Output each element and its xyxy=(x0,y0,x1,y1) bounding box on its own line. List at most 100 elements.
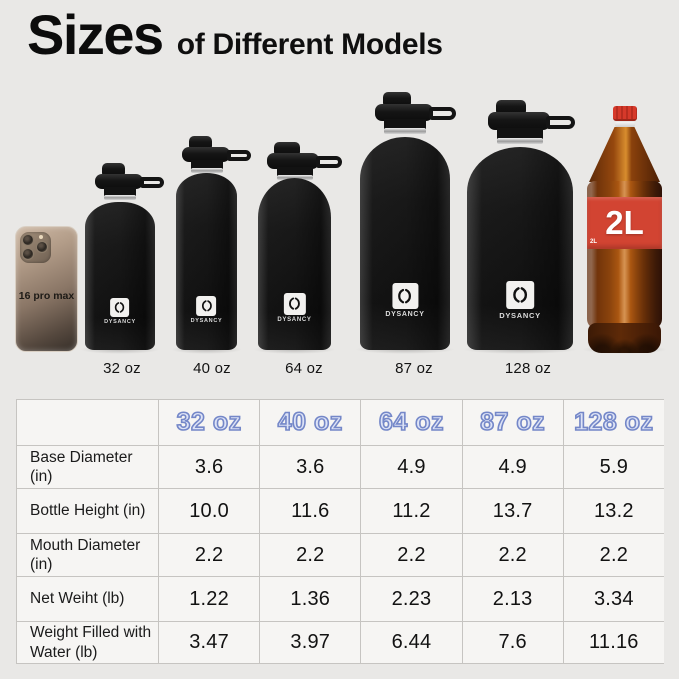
bottle-body xyxy=(360,137,450,350)
table-row-label: Mouth Diameter (in) xyxy=(17,534,158,576)
cap-handle-icon xyxy=(546,116,575,129)
table-cell: 2.2 xyxy=(260,534,361,576)
brand-logo: DYSANCY xyxy=(104,298,136,325)
table-cell: 3.6 xyxy=(159,446,260,488)
table-corner-cell xyxy=(17,400,158,445)
table-col-header: 32 oz xyxy=(159,400,260,445)
camera-lens-icon xyxy=(22,248,34,260)
bottle-size-label: 32 oz xyxy=(103,360,141,377)
steel-collar xyxy=(190,168,223,173)
bottle-neck xyxy=(497,128,543,139)
table-row-label: Bottle Height (in) xyxy=(17,489,158,533)
spout-cap-icon xyxy=(496,100,526,114)
phone-camera-module xyxy=(20,232,51,263)
bottle-32oz: DYSANCY xyxy=(85,163,164,350)
table-cell: 2.2 xyxy=(563,534,664,576)
spout-cap-icon xyxy=(102,163,125,176)
title-main: Sizes xyxy=(27,3,164,66)
bottle-neck xyxy=(104,187,136,196)
brand-logo-icon xyxy=(505,281,534,309)
table-cell: 11.16 xyxy=(563,622,664,663)
cola-cap-icon xyxy=(612,106,637,121)
table-cell: 2.2 xyxy=(361,534,462,576)
brand-logo-icon xyxy=(283,293,306,315)
table-col-header: 64 oz xyxy=(361,400,462,445)
cola-2l-small-text: 2L xyxy=(590,239,598,245)
brand-logo: DYSANCY xyxy=(191,296,223,324)
bottle-neck xyxy=(276,167,313,176)
bottle-lid xyxy=(266,153,319,169)
cap-handle-icon xyxy=(140,177,164,188)
table-cell: 3.6 xyxy=(260,446,361,488)
bottle-neck xyxy=(190,160,223,169)
table-cell: 6.44 xyxy=(361,622,462,663)
spec-table: 32 oz 40 oz 64 oz 87 oz 128 oz Base Diam… xyxy=(16,399,664,664)
bottle-size-label: 87 oz xyxy=(395,360,433,377)
table-cell: 13.2 xyxy=(563,489,664,533)
phone-label: 16 pro max xyxy=(18,290,75,302)
bottle-body xyxy=(467,147,573,350)
spout-cap-icon xyxy=(383,92,411,106)
bottle-body xyxy=(176,173,237,350)
table-cell: 4.9 xyxy=(361,446,462,488)
brand-logo-text: DYSANCY xyxy=(277,317,312,323)
title-sub: of Different Models xyxy=(176,28,443,61)
cola-label: 2L 2L xyxy=(587,197,662,249)
spout-cap-icon xyxy=(273,142,300,155)
bottle-lid xyxy=(488,112,550,130)
table-cell: 2.2 xyxy=(159,534,260,576)
table-col-header: 128 oz xyxy=(563,400,664,445)
camera-flash-icon xyxy=(39,235,43,239)
bottle-body xyxy=(258,178,331,350)
table-row-label: Weight Filled with Water (lb) xyxy=(17,622,158,663)
table-col-header: 40 oz xyxy=(260,400,361,445)
table-cell: 5.9 xyxy=(563,446,664,488)
bottle-body xyxy=(85,202,155,350)
table-cell: 1.22 xyxy=(159,577,260,621)
bottle-size-label: 128 oz xyxy=(504,360,552,377)
bottle-lid xyxy=(375,104,433,121)
table-cell: 3.97 xyxy=(260,622,361,663)
cap-handle-icon xyxy=(429,107,456,120)
brand-logo: DYSANCY xyxy=(277,293,311,323)
cap-handle-icon xyxy=(315,156,342,168)
steel-collar xyxy=(497,138,543,144)
brand-logo-text: DYSANCY xyxy=(385,311,425,318)
cola-base xyxy=(588,323,661,353)
brand-logo-icon xyxy=(110,298,130,317)
cap-handle-icon xyxy=(226,150,251,161)
table-cell: 7.6 xyxy=(462,622,563,663)
cola-bottle-2l: 2L 2L xyxy=(587,104,662,353)
page-title: Sizes of Different Models xyxy=(27,2,443,67)
bottle-neck xyxy=(384,119,426,129)
table-cell: 3.34 xyxy=(563,577,664,621)
brand-logo: DYSANCY xyxy=(499,281,541,320)
table-cell: 1.36 xyxy=(260,577,361,621)
brand-logo-text: DYSANCY xyxy=(104,319,136,325)
brand-logo: DYSANCY xyxy=(385,283,424,318)
table-cell: 2.13 xyxy=(462,577,563,621)
table-cell: 4.9 xyxy=(462,446,563,488)
table-cell: 11.2 xyxy=(361,489,462,533)
table-cell: 3.47 xyxy=(159,622,260,663)
brand-logo-text: DYSANCY xyxy=(499,311,541,320)
cola-2l-text: 2L xyxy=(605,204,644,241)
steel-collar xyxy=(384,128,426,134)
table-cell: 10.0 xyxy=(159,489,260,533)
bottle-87oz: DYSANCY xyxy=(360,92,456,350)
bottle-size-label: 40 oz xyxy=(193,360,231,377)
steel-collar xyxy=(276,175,313,180)
table-cell: 13.7 xyxy=(462,489,563,533)
cola-neck xyxy=(589,127,660,182)
table-row-label: Net Weiht (lb) xyxy=(17,577,158,621)
phone-image: 16 pro max xyxy=(15,226,78,352)
table-cell: 2.2 xyxy=(462,534,563,576)
table-cell: 11.6 xyxy=(260,489,361,533)
bottle-lid xyxy=(181,147,230,162)
cola-neck-ring xyxy=(614,122,635,127)
spout-cap-icon xyxy=(188,136,212,149)
steel-collar xyxy=(104,195,136,200)
brand-logo-text: DYSANCY xyxy=(190,318,223,324)
bottle-lid xyxy=(95,174,143,189)
